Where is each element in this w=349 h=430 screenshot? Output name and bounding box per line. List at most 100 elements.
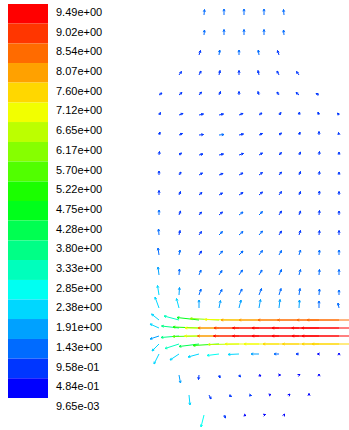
velocity-vector bbox=[302, 327, 349, 329]
colorbar-band bbox=[8, 260, 48, 280]
velocity-vector bbox=[178, 288, 180, 296]
colorbar-label: 9.49e+00 bbox=[56, 6, 102, 18]
velocity-vector bbox=[274, 353, 279, 355]
velocity-vector bbox=[338, 211, 340, 215]
velocity-vector bbox=[239, 270, 243, 275]
colorbar: 9.49e+009.02e+008.54e+008.07e+007.60e+00… bbox=[8, 4, 102, 412]
velocity-vector bbox=[279, 231, 282, 235]
colorbar-label: 7.12e+00 bbox=[56, 104, 102, 116]
velocity-vector bbox=[239, 212, 243, 215]
velocity-vector bbox=[219, 134, 224, 136]
velocity-vector bbox=[229, 394, 232, 396]
velocity-vector bbox=[279, 211, 282, 215]
velocity-vector bbox=[338, 353, 340, 355]
velocity-vector bbox=[277, 51, 279, 56]
velocity-vector bbox=[288, 394, 290, 396]
velocity-vector bbox=[259, 300, 261, 309]
velocity-vector bbox=[279, 251, 282, 256]
velocity-vector bbox=[179, 72, 182, 76]
velocity-vector bbox=[338, 113, 340, 115]
colorbar-band bbox=[8, 280, 48, 300]
velocity-vector bbox=[239, 251, 243, 255]
velocity-vector bbox=[239, 232, 243, 236]
velocity-vector bbox=[209, 395, 211, 399]
velocity-vector bbox=[150, 336, 159, 339]
velocity-vector bbox=[259, 231, 263, 235]
velocity-vector bbox=[219, 232, 223, 236]
velocity-vector bbox=[277, 71, 279, 75]
colorbar-label: 1.91e+00 bbox=[56, 321, 102, 333]
velocity-vector bbox=[179, 375, 181, 383]
velocity-vector bbox=[318, 211, 320, 216]
velocity-vector bbox=[302, 335, 349, 337]
velocity-vector bbox=[318, 132, 320, 136]
velocity-vector bbox=[298, 375, 300, 377]
velocity-vector bbox=[199, 289, 201, 295]
velocity-vector bbox=[299, 231, 301, 236]
velocity-vector bbox=[218, 375, 220, 378]
colorbar-label: 4.84e-01 bbox=[56, 380, 99, 392]
colorbar-label: 3.80e+00 bbox=[56, 242, 102, 254]
velocity-vector bbox=[318, 191, 320, 195]
velocity-vector bbox=[239, 173, 243, 175]
velocity-vector bbox=[257, 71, 259, 76]
velocity-vector bbox=[219, 271, 222, 276]
velocity-vector bbox=[199, 270, 201, 275]
velocity-vector bbox=[158, 210, 160, 215]
velocity-vector bbox=[199, 173, 203, 175]
velocity-vector bbox=[296, 353, 299, 355]
velocity-vector bbox=[201, 415, 204, 427]
velocity-vector bbox=[299, 172, 301, 176]
velocity-vector bbox=[157, 286, 159, 296]
velocity-vector bbox=[244, 414, 246, 416]
velocity-vector bbox=[279, 270, 282, 276]
velocity-vector bbox=[203, 30, 205, 35]
velocity-vector bbox=[307, 319, 349, 321]
velocity-vector bbox=[179, 250, 181, 255]
velocity-vector bbox=[239, 193, 243, 196]
velocity-vector bbox=[199, 193, 202, 196]
velocity-vector bbox=[179, 153, 182, 155]
velocity-vector bbox=[298, 112, 300, 115]
velocity-vector bbox=[263, 9, 265, 15]
colorbar-band bbox=[8, 181, 48, 201]
colorbar-label: 7.60e+00 bbox=[56, 85, 102, 97]
velocity-vector bbox=[259, 212, 263, 216]
colorbar-band bbox=[8, 43, 48, 63]
velocity-vector bbox=[199, 154, 203, 156]
velocity-vector bbox=[207, 354, 219, 356]
colorbar-band bbox=[8, 102, 48, 122]
colorbar-band bbox=[8, 339, 48, 359]
velocity-vector bbox=[279, 300, 281, 309]
velocity-vector bbox=[283, 30, 285, 35]
velocity-vector bbox=[243, 30, 245, 36]
colorbar-band bbox=[8, 201, 48, 221]
velocity-vector bbox=[249, 394, 252, 396]
velocity-vector bbox=[299, 211, 301, 215]
colorbar-label: 8.54e+00 bbox=[56, 45, 102, 57]
velocity-vector bbox=[165, 344, 179, 349]
velocity-vector bbox=[299, 192, 301, 196]
colorbar-band bbox=[8, 4, 48, 24]
velocity-vector bbox=[318, 289, 320, 295]
vector-field bbox=[150, 9, 349, 427]
velocity-vector bbox=[299, 289, 301, 296]
velocity-vector bbox=[199, 51, 201, 56]
velocity-vector bbox=[318, 231, 320, 236]
velocity-vector bbox=[154, 354, 159, 364]
velocity-vector bbox=[259, 251, 263, 256]
velocity-vector bbox=[239, 300, 241, 308]
velocity-vector bbox=[199, 232, 202, 236]
velocity-vector bbox=[199, 212, 202, 215]
velocity-vector bbox=[298, 132, 300, 135]
velocity-vector bbox=[176, 299, 179, 309]
velocity-vector bbox=[158, 132, 160, 135]
velocity-vector bbox=[279, 192, 282, 196]
velocity-vector bbox=[338, 172, 340, 175]
velocity-vector bbox=[299, 270, 301, 276]
velocity-vector bbox=[263, 30, 265, 36]
colorbar-label: 5.22e+00 bbox=[56, 183, 102, 195]
velocity-vector bbox=[219, 290, 222, 296]
velocity-vector bbox=[158, 113, 160, 116]
velocity-vector bbox=[239, 113, 243, 115]
